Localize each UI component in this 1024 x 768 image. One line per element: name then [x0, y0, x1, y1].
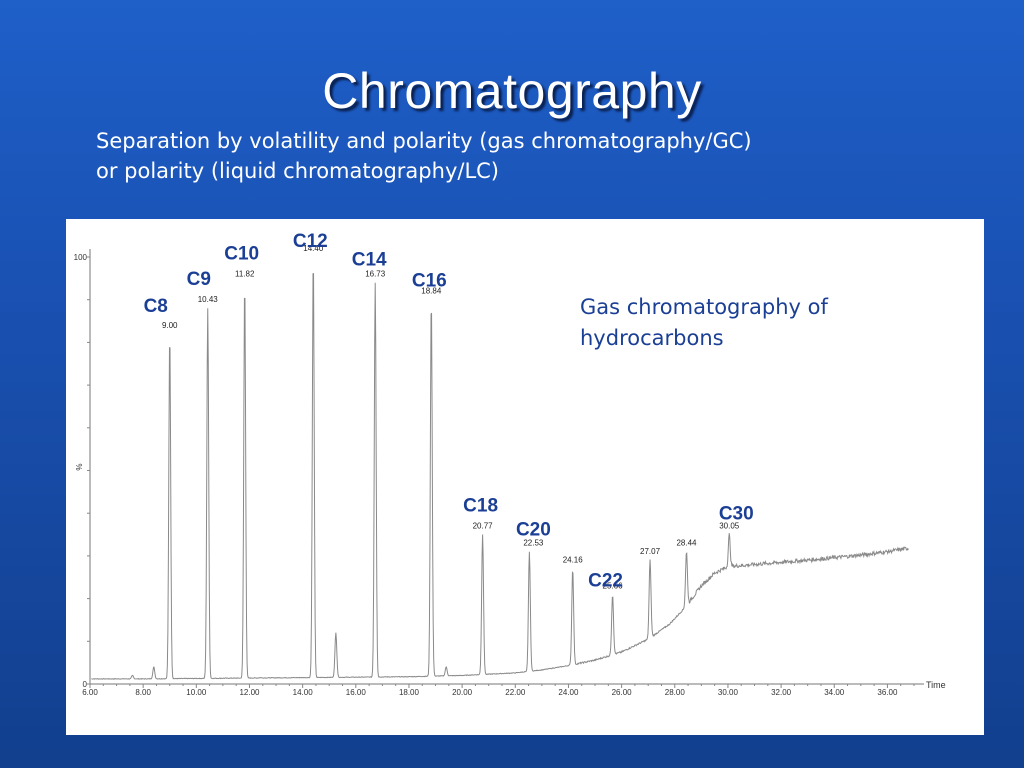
slide-title: Chromatography: [322, 63, 702, 119]
y-axis-label: %: [75, 463, 84, 470]
chromatogram-trace: [91, 273, 909, 680]
y-tick-label: 0: [83, 680, 88, 689]
peak-time-label: 16.73: [365, 270, 386, 279]
x-tick-label: 36.00: [877, 688, 898, 697]
peak-compound-label: C14: [352, 250, 387, 271]
peak-compound-label: C16: [412, 271, 447, 292]
peak-time-label: 22.53: [523, 539, 544, 548]
x-tick-label: 34.00: [824, 688, 845, 697]
x-tick-label: 18.00: [399, 688, 420, 697]
peak-compound-label: C12: [293, 231, 328, 252]
peak-time-label: 11.82: [235, 270, 255, 279]
x-axis-label: Time: [926, 680, 946, 690]
chromatogram-panel: 0 100 6.00 8.00 10.00 12.00 14.00 16.00 18.00 20.…: [66, 219, 984, 735]
x-tick-label: 6.00: [82, 688, 98, 697]
x-tick-label: 20.00: [452, 688, 473, 697]
chart-annotation: Gas chromatography of hydrocarbons: [580, 295, 828, 350]
x-tick-label: 28.00: [665, 688, 686, 697]
peak-time-label: 30.05: [719, 522, 740, 531]
peak-time-label: 25.66: [603, 581, 624, 590]
x-tick-label: 12.00: [239, 688, 260, 697]
peak-compound-label: C10: [224, 244, 259, 265]
x-tick-label: 26.00: [612, 688, 633, 697]
peak-time-label: 10.43: [198, 295, 219, 304]
peak-compound-label: C20: [516, 520, 551, 541]
peak-time-label: 18.84: [421, 287, 442, 296]
subtitle-line-2: or polarity (liquid chromatography/LC): [96, 159, 499, 183]
peak-compound-label: C9: [187, 269, 211, 290]
peak-compound-label: C22: [588, 570, 623, 591]
peak-compound-label: C30: [719, 504, 754, 525]
x-tick-label: 8.00: [135, 688, 151, 697]
peak-time-label: 14.40: [303, 244, 324, 253]
peak-compound-label: C18: [463, 496, 498, 517]
peak-time-label: 24.16: [563, 556, 584, 565]
x-tick-label: 30.00: [718, 688, 739, 697]
x-tick-label: 22.00: [505, 688, 526, 697]
peak-time-label: 27.07: [640, 547, 661, 556]
x-tick-label: 10.00: [186, 688, 207, 697]
x-tick-label: 32.00: [771, 688, 792, 697]
x-tick-label: 14.00: [293, 688, 314, 697]
y-tick-label: 100: [74, 253, 88, 262]
peak-time-label: 20.77: [473, 522, 494, 531]
peak-compound-label: C8: [144, 296, 168, 317]
x-tick-label: 24.00: [558, 688, 579, 697]
subtitle-line-1: Separation by volatility and polarity (g…: [96, 129, 752, 153]
chromatogram-chart: 0 100 6.00 8.00 10.00 12.00 14.00 16.00 18.00 20.…: [74, 231, 946, 697]
x-tick-label: 16.00: [346, 688, 367, 697]
peak-time-label: 28.44: [676, 539, 697, 548]
chart-axes: 0 100 6.00 8.00 10.00 12.00 14.00 16.00 18.00 20.…: [74, 249, 924, 697]
peak-time-label: 9.00: [162, 321, 178, 330]
slide-subtitle: Separation by volatility and polarity (g…: [96, 126, 956, 186]
